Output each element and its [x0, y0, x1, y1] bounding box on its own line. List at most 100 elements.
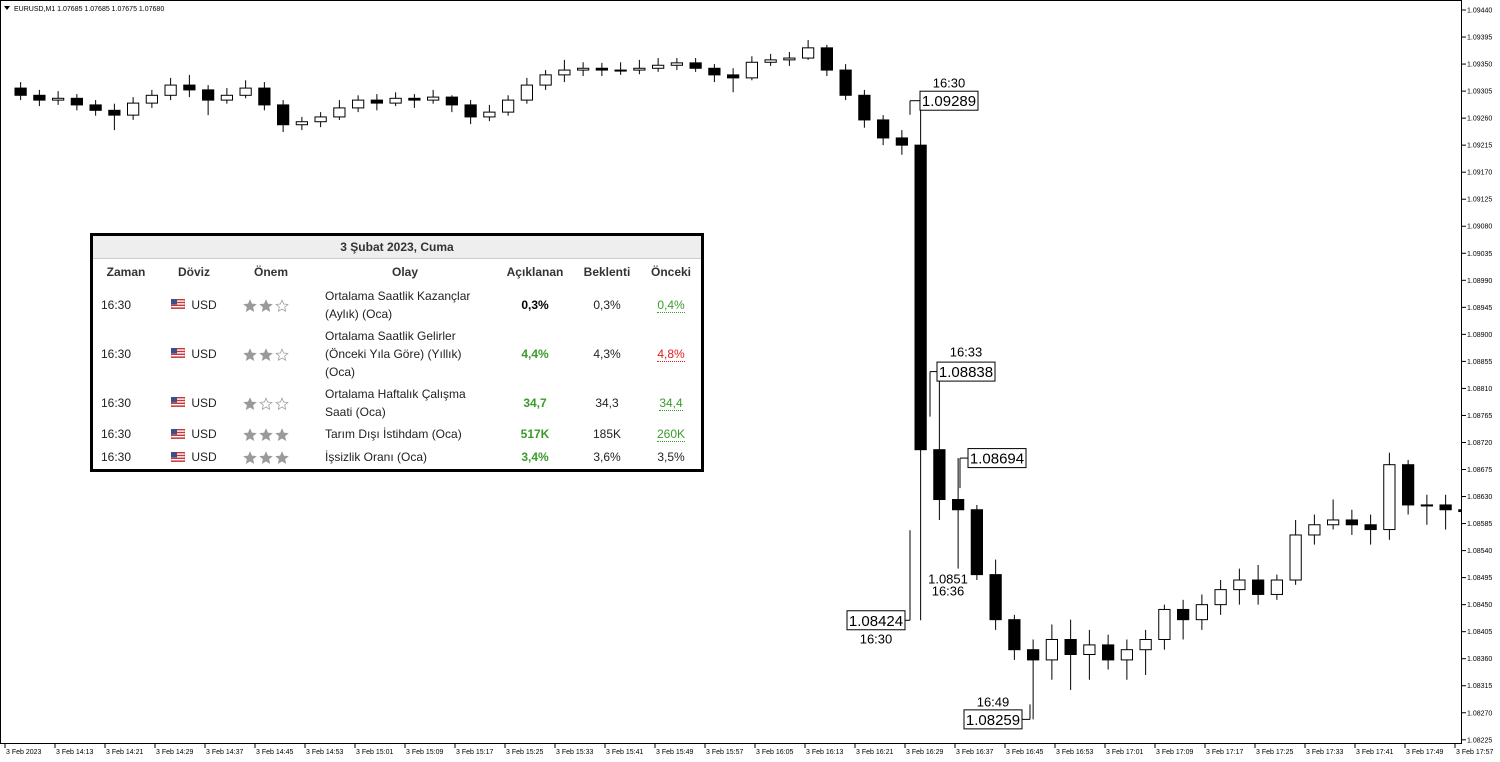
candle-body [502, 99, 515, 113]
star [243, 428, 257, 442]
y-tick-label: 1.09215 [1467, 143, 1492, 150]
x-tick-label: 3 Feb 14:13 [56, 749, 93, 756]
candle-body [239, 87, 252, 96]
currency-code: USD [191, 395, 217, 410]
candle-body [202, 89, 215, 101]
candle-body [370, 99, 383, 104]
time: 16:30 [101, 396, 132, 410]
star [243, 397, 257, 411]
candle-body [764, 59, 777, 63]
x-tick-label: 3 Feb 16:21 [856, 749, 893, 756]
annotation-time: 16:30 [933, 76, 966, 91]
annotation-box [963, 709, 1023, 730]
x-tick-label: 3 Feb 15:33 [556, 749, 593, 756]
candles [14, 40, 1462, 720]
y-tick-label: 1.09080 [1467, 224, 1492, 231]
currency: USD [159, 285, 229, 325]
x-tick-label: 3 Feb 15:41 [606, 749, 643, 756]
candle-body [1008, 619, 1021, 651]
importance [229, 285, 313, 325]
annotation-price: 1.08259 [966, 712, 1020, 729]
menu-arrow[interactable] [4, 6, 10, 10]
annotation-price: 1.08424 [849, 613, 903, 630]
candle-body [127, 102, 140, 116]
x-tick-label: 3 Feb 16:45 [1006, 749, 1043, 756]
y-tick-label: 1.08225 [1467, 737, 1492, 744]
candle-body [1327, 519, 1340, 526]
candle-body [1158, 608, 1171, 640]
y-tick-label: 1.09305 [1467, 89, 1492, 96]
candle-body [427, 96, 440, 101]
event-name: Ortalama Saatlik Kazançlar (Aylık) (Oca) [325, 289, 471, 321]
x-tick-label: 3 Feb 16:37 [956, 749, 993, 756]
candle-body [258, 87, 271, 106]
candle-body [595, 67, 608, 71]
candle-body [445, 96, 458, 106]
candle-body [108, 109, 121, 116]
event-name: İşsizlik Oranı (Oca) [325, 450, 428, 465]
candle-body [352, 99, 365, 109]
event-row: 16:30 USD Ortalama Haftalık Çalışma Saati … [93, 383, 701, 423]
x-tick-label: 3 Feb 17:49 [1406, 749, 1443, 756]
annotation-box [936, 361, 996, 382]
event-name: Ortalama Saatlik Gelirler (Önceki Yıla G… [325, 329, 462, 379]
y-tick-label: 1.08900 [1467, 332, 1492, 339]
candle-body [389, 97, 402, 104]
candle-body [1345, 519, 1358, 526]
annotation-time: 16:30 [860, 631, 893, 646]
candle-body [727, 74, 740, 79]
y-tick-label: 1.08540 [1467, 548, 1492, 555]
x-tick-label: 3 Feb 15:25 [506, 749, 543, 756]
candle-body [1402, 464, 1415, 506]
annotation-time: 16:33 [950, 345, 983, 360]
candle-body [1214, 589, 1227, 606]
annotation-box [919, 90, 979, 111]
candle-body [933, 449, 946, 501]
y-tick-label: 1.08720 [1467, 440, 1492, 447]
x-tick-label: 3 Feb 16:05 [756, 749, 793, 756]
x-tick-label: 3 Feb 17:25 [1256, 749, 1293, 756]
candle-body [183, 84, 196, 91]
candle-body [1027, 649, 1040, 661]
candle-body [314, 116, 327, 123]
x-tick-label: 3 Feb 14:37 [206, 749, 243, 756]
annotation-price: 1.09289 [922, 93, 976, 110]
calendar-table: Zaman Döviz Önem Olay Açıklanan Beklenti Öncek… [93, 259, 701, 469]
y-tick-label: 1.08270 [1467, 710, 1492, 717]
time: 16:30 [101, 427, 132, 442]
candle-body [295, 121, 308, 126]
candle-body [277, 104, 290, 126]
actual: 4,4% [521, 347, 549, 361]
previous: 3,5% [641, 446, 701, 469]
currency: USD [159, 423, 229, 446]
candle-body [1439, 504, 1452, 511]
flag-icon [170, 449, 186, 467]
candle-body [164, 84, 177, 96]
flag-icon [170, 345, 186, 363]
previous-value: 4,8% [657, 347, 685, 362]
candle-body [1252, 579, 1265, 595]
chart-title: EURUSD,M1 1.07685 1.07685 1.07675 1.0768… [14, 6, 164, 13]
annotation-time: 16:36 [932, 584, 965, 599]
candle-body [1045, 638, 1058, 661]
candle-body [483, 111, 496, 118]
annotation-box [846, 610, 906, 631]
x-tick-label: 3 Feb 14:21 [106, 749, 143, 756]
y-tick-label: 1.08405 [1467, 629, 1492, 636]
x-tick-label: 3 Feb 15:57 [706, 749, 743, 756]
candle-body [633, 67, 646, 71]
star [243, 348, 257, 362]
y-tick-label: 1.08810 [1467, 386, 1492, 393]
annotation-price: 1.0851 [928, 572, 968, 587]
y-tick-label: 1.08495 [1467, 575, 1492, 582]
currency-code: USD [191, 346, 217, 361]
candle-body [1120, 649, 1133, 661]
candle-body [895, 137, 908, 146]
x-tick-label: 3 Feb 17:17 [1206, 749, 1243, 756]
annotation-time: 16:49 [977, 694, 1010, 709]
candle-body [970, 509, 983, 576]
candle-body [52, 97, 65, 101]
candle-body [220, 94, 233, 101]
candle-body [70, 97, 83, 106]
candle-body [839, 69, 852, 96]
